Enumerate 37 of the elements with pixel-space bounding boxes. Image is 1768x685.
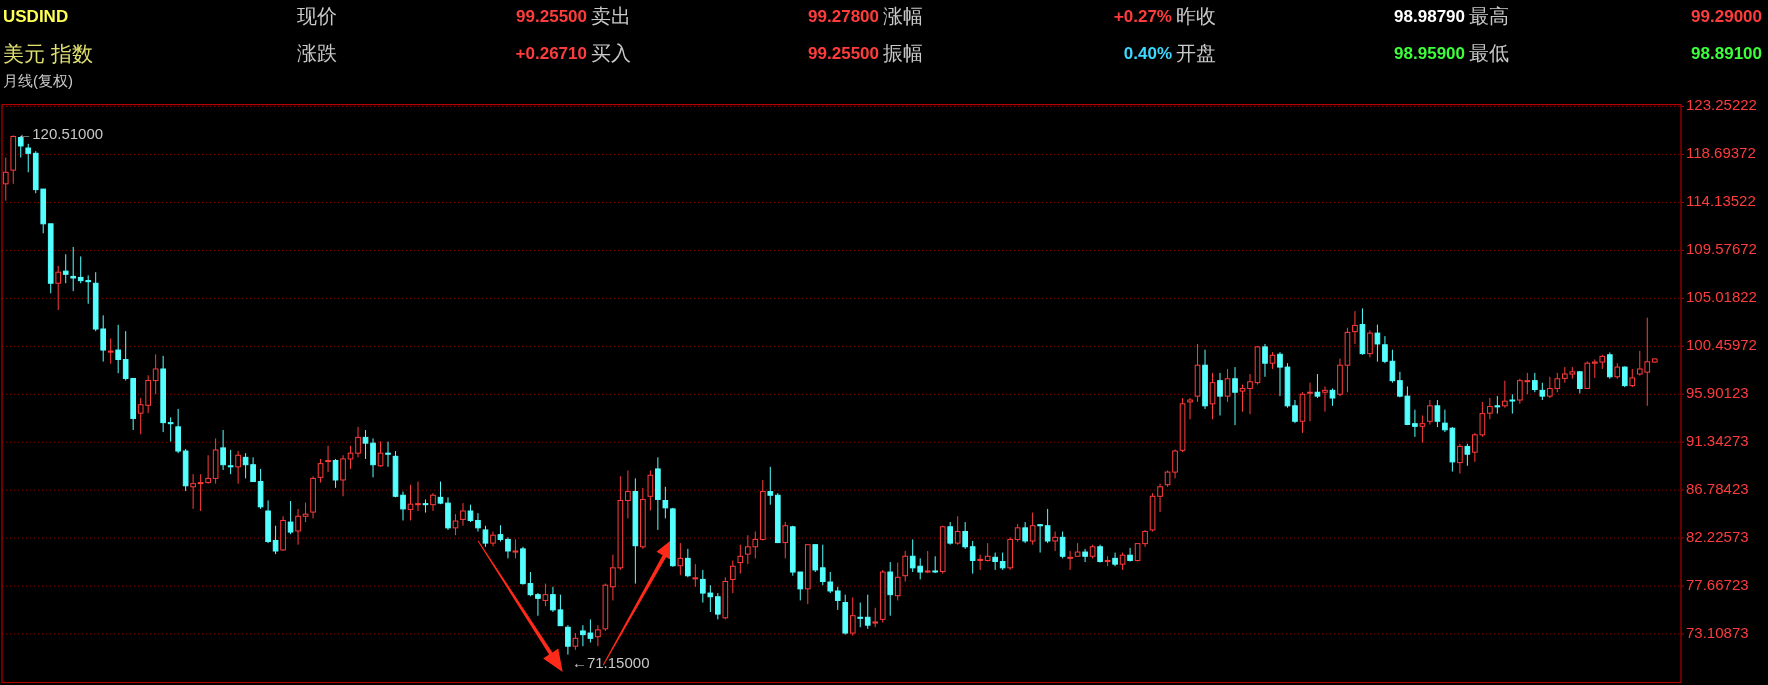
y-tick-label: 114.13522 <box>1686 192 1756 210</box>
text: 98.89100 <box>1691 44 1762 64</box>
y-tick-label: 123.25222 <box>1686 96 1757 114</box>
y-tick-label: 77.66723 <box>1686 576 1749 594</box>
y-tick-label: 91.34273 <box>1686 432 1749 450</box>
y-tick-label: 95.90123 <box>1686 384 1749 402</box>
text: 振幅 <box>883 42 923 65</box>
text: 昨收 <box>1176 5 1216 28</box>
text: 月线(复权) <box>3 71 73 89</box>
text: 0.40% <box>1123 44 1172 64</box>
text: 涨幅 <box>883 5 923 28</box>
text: 涨跌 <box>297 42 337 65</box>
text: 最低 <box>1469 42 1509 65</box>
text: 现价 <box>297 5 337 28</box>
text: +0.26710 <box>515 44 587 64</box>
chart-subtitle: 美元 指数 <box>3 41 93 65</box>
annotation: ←71.15000 <box>571 653 650 671</box>
text: 最高 <box>1469 5 1509 28</box>
text: 98.98790 <box>1394 7 1465 27</box>
y-tick-label: 100.45972 <box>1686 336 1757 354</box>
y-tick-label: 73.10873 <box>1686 623 1749 641</box>
chart-title: USDIND <box>3 7 69 27</box>
text: 99.27800 <box>808 7 879 27</box>
text: +0.27% <box>1113 7 1172 27</box>
text: 99.25500 <box>808 44 879 64</box>
y-tick-label: 86.78423 <box>1686 480 1749 498</box>
annotation: ←120.51000 <box>17 125 104 143</box>
y-tick-label: 105.01822 <box>1686 288 1757 306</box>
text: 买入 <box>591 42 631 65</box>
text: 99.29000 <box>1691 7 1762 27</box>
text: 98.95900 <box>1394 44 1465 64</box>
y-tick-label: 82.22573 <box>1686 528 1749 546</box>
y-tick-label: 118.69372 <box>1686 144 1756 162</box>
y-tick-label: 109.57672 <box>1686 240 1757 258</box>
text: 卖出 <box>591 5 631 28</box>
text: 开盘 <box>1176 42 1216 65</box>
text: 99.25500 <box>516 7 587 27</box>
